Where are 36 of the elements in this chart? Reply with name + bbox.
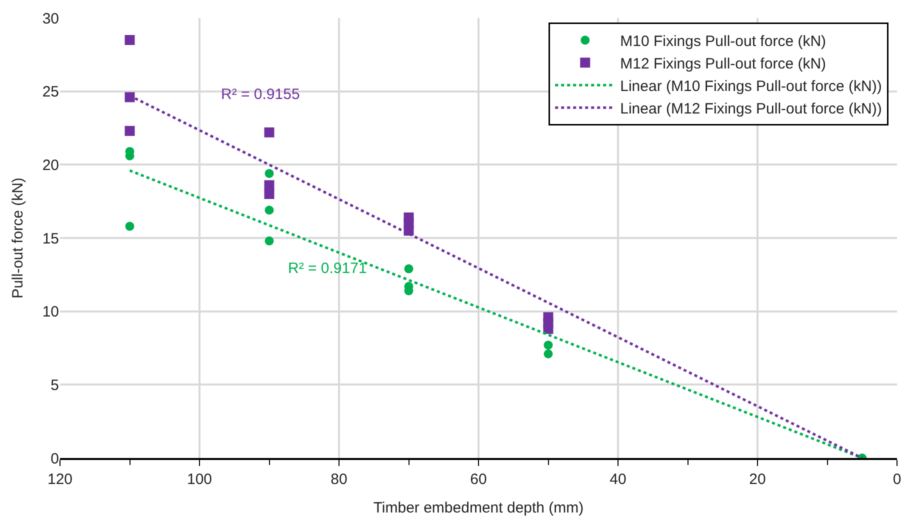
x-tick-label: 40 [610,471,626,488]
point [544,340,553,350]
y-tick-label: 0 [50,450,59,468]
point [124,126,135,136]
annotation: R² = 0.9171 [288,260,367,277]
x-tick-label: 100 [186,471,212,488]
legend-label: M10 Fixings Pull-out force (kN) [620,33,826,50]
point [124,92,135,102]
point [264,189,274,199]
y-axis-title: Pull-out force (kN) [10,178,27,298]
x-tick-label: 120 [47,471,73,488]
y-tick-label: 10 [42,304,59,321]
annotation: R² = 0.9155 [221,86,300,103]
point [264,127,274,138]
x-tick-label: 80 [330,471,348,488]
x-tick-label: 0 [892,471,902,488]
point [404,264,414,274]
point [124,35,135,45]
point [264,180,274,190]
point [125,222,134,231]
y-tick-label: 20 [42,156,59,174]
point [544,349,553,358]
y-tick-label: 5 [50,376,59,394]
point [264,206,274,215]
legend-label: M12 Fixings Pull-out force (kN) [620,56,826,72]
y-tick-label: 30 [42,10,59,28]
y-tick-label: 15 [42,230,59,248]
point [264,236,274,246]
x-tick-label: 60 [470,471,487,488]
x-axis-title: Timber embedment depth (mm) [373,500,584,516]
x-tick-label: 20 [749,471,766,488]
point [264,168,274,178]
legend-label: Linear (M12 Fixings Pull-out force (kN)) [620,100,882,118]
y-tick-label: 25 [42,84,59,101]
point [543,324,554,334]
legend-label: Linear (M10 Fixings Pull-out force (kN)) [620,78,882,95]
